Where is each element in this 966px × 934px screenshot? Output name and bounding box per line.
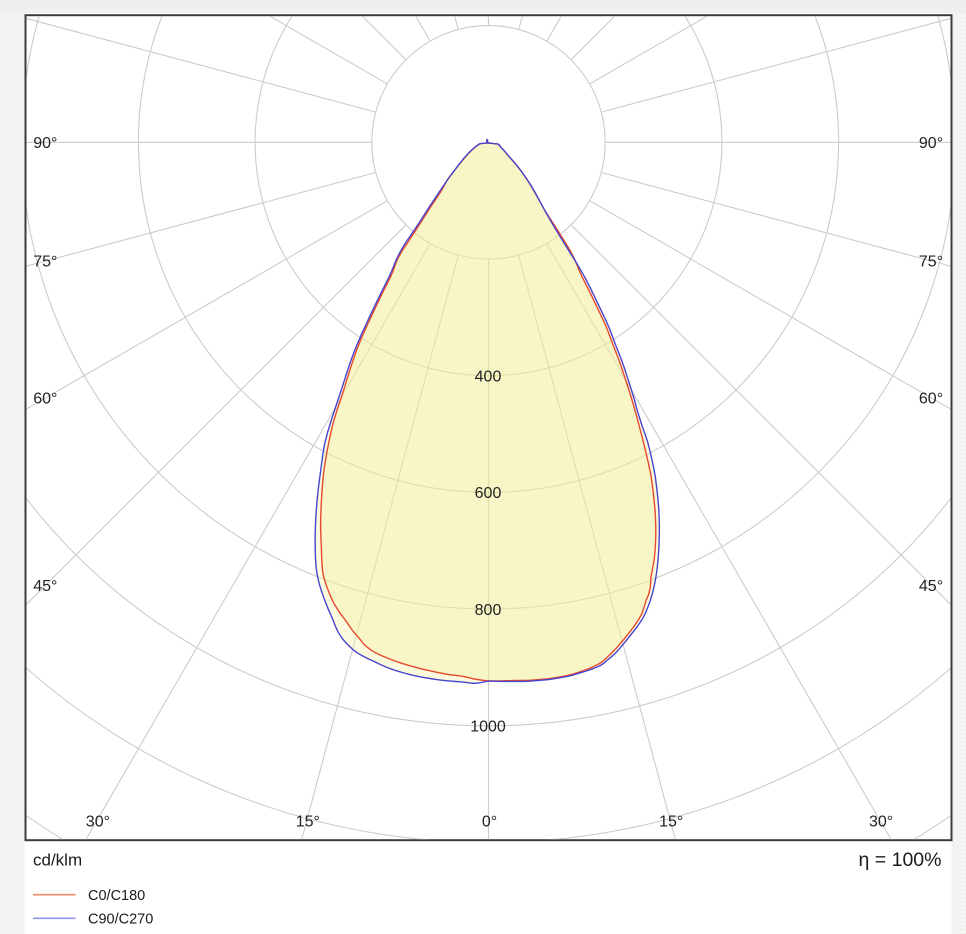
svg-text:15°: 15° <box>659 813 683 830</box>
svg-text:90°: 90° <box>919 135 943 152</box>
svg-text:15°: 15° <box>296 813 320 830</box>
svg-text:60°: 60° <box>33 391 57 408</box>
svg-text:C90/C270: C90/C270 <box>88 911 153 927</box>
svg-text:400: 400 <box>475 369 502 386</box>
svg-text:45°: 45° <box>919 578 943 595</box>
svg-text:30°: 30° <box>869 813 893 830</box>
svg-text:η = 100%: η = 100% <box>859 849 942 871</box>
svg-text:60°: 60° <box>919 391 943 408</box>
svg-text:75°: 75° <box>33 254 57 271</box>
svg-text:1000: 1000 <box>470 719 506 736</box>
svg-text:800: 800 <box>475 602 502 619</box>
svg-text:C0/C180: C0/C180 <box>88 888 145 904</box>
svg-text:0°: 0° <box>482 813 497 830</box>
svg-text:600: 600 <box>475 485 502 502</box>
svg-text:90°: 90° <box>33 135 57 152</box>
svg-text:30°: 30° <box>86 813 110 830</box>
svg-text:75°: 75° <box>919 254 943 271</box>
svg-text:cd/klm: cd/klm <box>33 851 82 870</box>
svg-text:45°: 45° <box>33 578 57 595</box>
